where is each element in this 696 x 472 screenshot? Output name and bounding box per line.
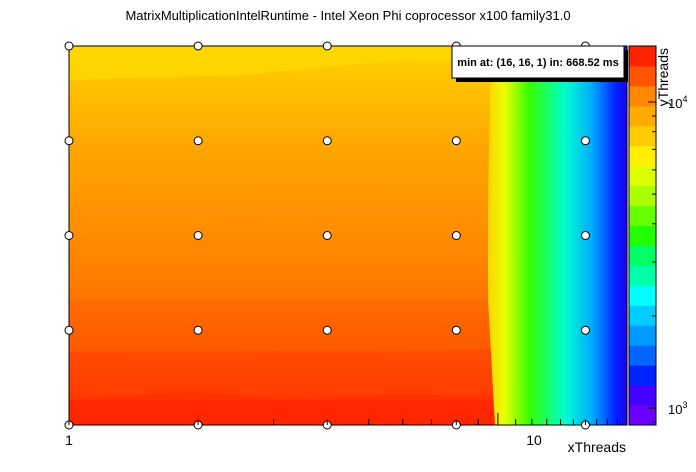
contour-band-red [69, 345, 495, 400]
sample-marker [580, 325, 590, 335]
color-scale-band [629, 85, 656, 107]
contour-gradient-right [488, 46, 627, 425]
color-scale-band [629, 245, 656, 266]
contour-band-orange [69, 222, 495, 300]
sample-marker [451, 136, 461, 146]
color-scale-band [629, 165, 656, 187]
color-scale-band [629, 225, 656, 246]
sample-markers [64, 41, 590, 430]
sample-marker [451, 325, 461, 335]
x-tick-label-1: 1 [65, 432, 73, 448]
color-scale-band [629, 305, 656, 326]
color-scale-frame [628, 45, 657, 426]
sample-marker [64, 136, 74, 146]
sample-marker [193, 325, 203, 335]
min-info-text: min at: (16, 16, 1) in: 668.52 ms [457, 57, 618, 69]
color-scale-band [629, 185, 656, 207]
sample-marker [580, 231, 590, 240]
color-scale-band [629, 365, 656, 386]
color-scale [629, 46, 656, 426]
x-axis-label: xThreads [568, 439, 626, 455]
sample-marker [322, 325, 332, 335]
color-scale-band [629, 46, 656, 67]
sample-marker [322, 231, 332, 240]
sample-marker [322, 41, 332, 51]
color-scale-band [629, 105, 656, 127]
x-tick-label-10: 10 [526, 432, 542, 448]
color-scale-band [629, 345, 656, 366]
plot-area [69, 46, 627, 425]
chart-title: MatrixMultiplicationIntelRuntime - Intel… [125, 8, 570, 23]
sample-marker [64, 231, 74, 240]
contour-band-dark-red [69, 392, 495, 425]
min-info-box: min at: (16, 16, 1) in: 668.52 ms [451, 45, 628, 82]
y-axis-label: yThreads [655, 48, 671, 106]
color-scale-band [629, 265, 656, 286]
z-tick-label-10e3: 103 [668, 400, 687, 417]
color-scale-band [629, 65, 656, 87]
sample-marker [64, 41, 74, 51]
color-scale-ticks [648, 101, 656, 423]
x-axis-ticks [68, 413, 628, 425]
color-scale-band [629, 405, 656, 426]
color-scale-band [629, 385, 656, 406]
contour-band-yellow [69, 46, 495, 80]
color-scale-band [629, 205, 656, 227]
sample-marker [580, 136, 590, 146]
color-scale-band [629, 285, 656, 306]
contour-band-orange-dark [69, 290, 495, 352]
color-scale-band [629, 325, 656, 346]
sample-marker [193, 41, 203, 51]
sample-marker [193, 136, 203, 146]
sample-marker [451, 231, 461, 240]
z-tick-label-10e4: 104 [668, 94, 687, 111]
sample-marker [322, 136, 332, 146]
sample-marker [64, 325, 74, 335]
color-scale-band [629, 145, 656, 167]
color-scale-band [629, 125, 656, 147]
sample-marker [193, 231, 203, 240]
